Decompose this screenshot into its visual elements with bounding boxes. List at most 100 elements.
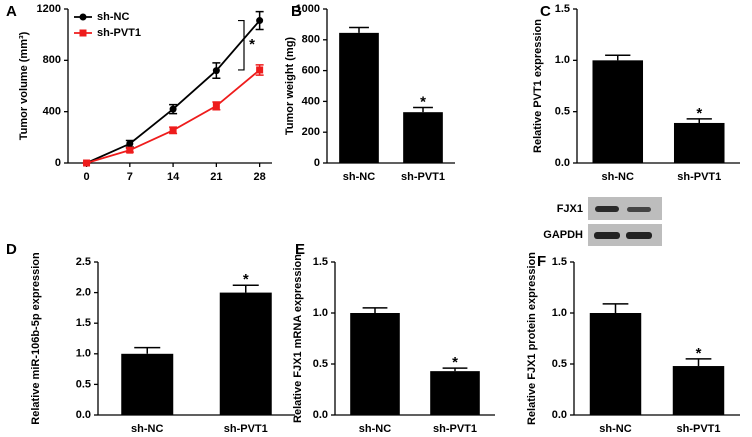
blot-label: FJX1 <box>557 203 583 215</box>
y-tick-label: 0.0 <box>552 409 567 421</box>
bar <box>339 32 379 164</box>
x-tick-label: sh-NC <box>599 423 631 435</box>
panel-label: E <box>295 241 305 258</box>
bar <box>350 313 400 415</box>
blot-band <box>627 207 651 212</box>
x-tick-label: sh-NC <box>131 423 163 435</box>
x-tick-label: sh-PVT1 <box>224 423 268 435</box>
y-tick-label: 400 <box>302 95 320 107</box>
significance-marker: * <box>452 354 458 371</box>
y-axis-label: Relative FJX1 mRNA expression <box>292 254 304 423</box>
data-point <box>83 159 91 167</box>
bar <box>672 366 725 415</box>
y-tick-label: 1.5 <box>76 317 91 329</box>
error-bar <box>605 54 631 61</box>
significance-marker: * <box>696 345 702 362</box>
data-point <box>126 146 134 154</box>
data-point <box>212 67 220 75</box>
y-tick-label: 0.0 <box>313 409 328 421</box>
y-tick-label: 0.0 <box>555 157 570 169</box>
bar <box>219 292 272 415</box>
x-tick-label: sh-PVT1 <box>676 423 720 435</box>
bar <box>589 313 642 415</box>
significance-bracket <box>238 19 245 71</box>
y-tick-label: 400 <box>43 106 61 118</box>
error-bar <box>442 367 468 372</box>
y-tick-label: 1.5 <box>555 3 570 15</box>
y-tick-label: 0.5 <box>313 358 328 370</box>
y-axis-label: Tumor volume (mm³) <box>18 31 30 140</box>
blot-band <box>626 232 652 239</box>
x-tick-label: 14 <box>167 171 180 183</box>
panel-label: D <box>6 241 17 258</box>
x-tick-label: 21 <box>210 171 222 183</box>
x-tick-label: sh-PVT1 <box>401 171 445 183</box>
significance-marker: * <box>243 271 249 288</box>
y-tick-label: 2.0 <box>76 287 91 299</box>
y-axis-label: Tumor weight (mg) <box>284 37 296 136</box>
error-bar <box>362 307 388 313</box>
y-axis-label: Relative PVT1 expression <box>532 19 544 153</box>
blot-band <box>595 206 619 212</box>
significance-marker: * <box>249 36 255 53</box>
y-tick-label: 0.0 <box>76 409 91 421</box>
western-blot <box>588 197 662 246</box>
x-tick-label: 28 <box>254 171 266 183</box>
bar <box>592 60 644 164</box>
data-point <box>256 66 264 74</box>
data-point <box>212 102 220 110</box>
legend-marker <box>79 29 87 37</box>
y-tick-label: 1.0 <box>313 307 328 319</box>
bar <box>121 353 174 415</box>
error-bar <box>232 284 259 293</box>
x-tick-label: 0 <box>83 171 89 183</box>
y-tick-label: 0.5 <box>555 106 570 118</box>
y-tick-label: 0.5 <box>552 358 567 370</box>
x-tick-label: sh-PVT1 <box>433 423 477 435</box>
y-tick-label: 600 <box>302 65 320 77</box>
x-tick-label: 7 <box>127 171 133 183</box>
blot-label: GAPDH <box>543 229 583 241</box>
legend-label: sh-PVT1 <box>97 27 141 39</box>
blot-band <box>594 232 620 239</box>
y-axis-label: Relative FJX1 protein expression <box>526 252 538 425</box>
y-tick-label: 0 <box>314 157 320 169</box>
y-tick-label: 200 <box>302 126 320 138</box>
bar <box>430 371 480 415</box>
y-tick-label: 1.5 <box>313 256 328 268</box>
error-bar <box>686 118 712 123</box>
data-point <box>256 17 264 25</box>
significance-marker: * <box>420 94 426 111</box>
y-tick-label: 800 <box>43 54 61 66</box>
blot-strip <box>588 224 662 246</box>
legend-marker <box>79 13 87 21</box>
y-tick-label: 1.0 <box>76 348 91 360</box>
y-tick-label: 2.5 <box>76 256 91 268</box>
error-bar <box>349 26 369 33</box>
x-tick-label: sh-NC <box>602 171 634 183</box>
y-tick-label: 1.0 <box>555 54 570 66</box>
panel-label: C <box>540 3 551 20</box>
error-bar <box>685 358 712 367</box>
error-bar <box>413 106 433 113</box>
panel-label: F <box>537 253 546 270</box>
y-tick-label: 1000 <box>296 3 320 15</box>
x-tick-label: sh-NC <box>359 423 391 435</box>
y-tick-label: 1.0 <box>552 307 567 319</box>
error-bar <box>602 303 629 313</box>
bar <box>673 122 725 163</box>
data-point <box>126 140 134 148</box>
y-tick-label: 0 <box>55 157 61 169</box>
y-tick-label: 800 <box>302 34 320 46</box>
y-axis-label: Relative miR-106b-5p expression <box>30 252 42 425</box>
series-line <box>86 69 261 164</box>
error-bar <box>134 346 161 354</box>
x-tick-label: sh-PVT1 <box>677 171 721 183</box>
x-tick-label: sh-NC <box>343 171 375 183</box>
significance-marker: * <box>696 105 702 122</box>
panel-label: A <box>6 3 17 20</box>
data-point <box>169 126 177 134</box>
panel-label: B <box>291 3 302 20</box>
y-tick-label: 0.5 <box>76 378 91 390</box>
